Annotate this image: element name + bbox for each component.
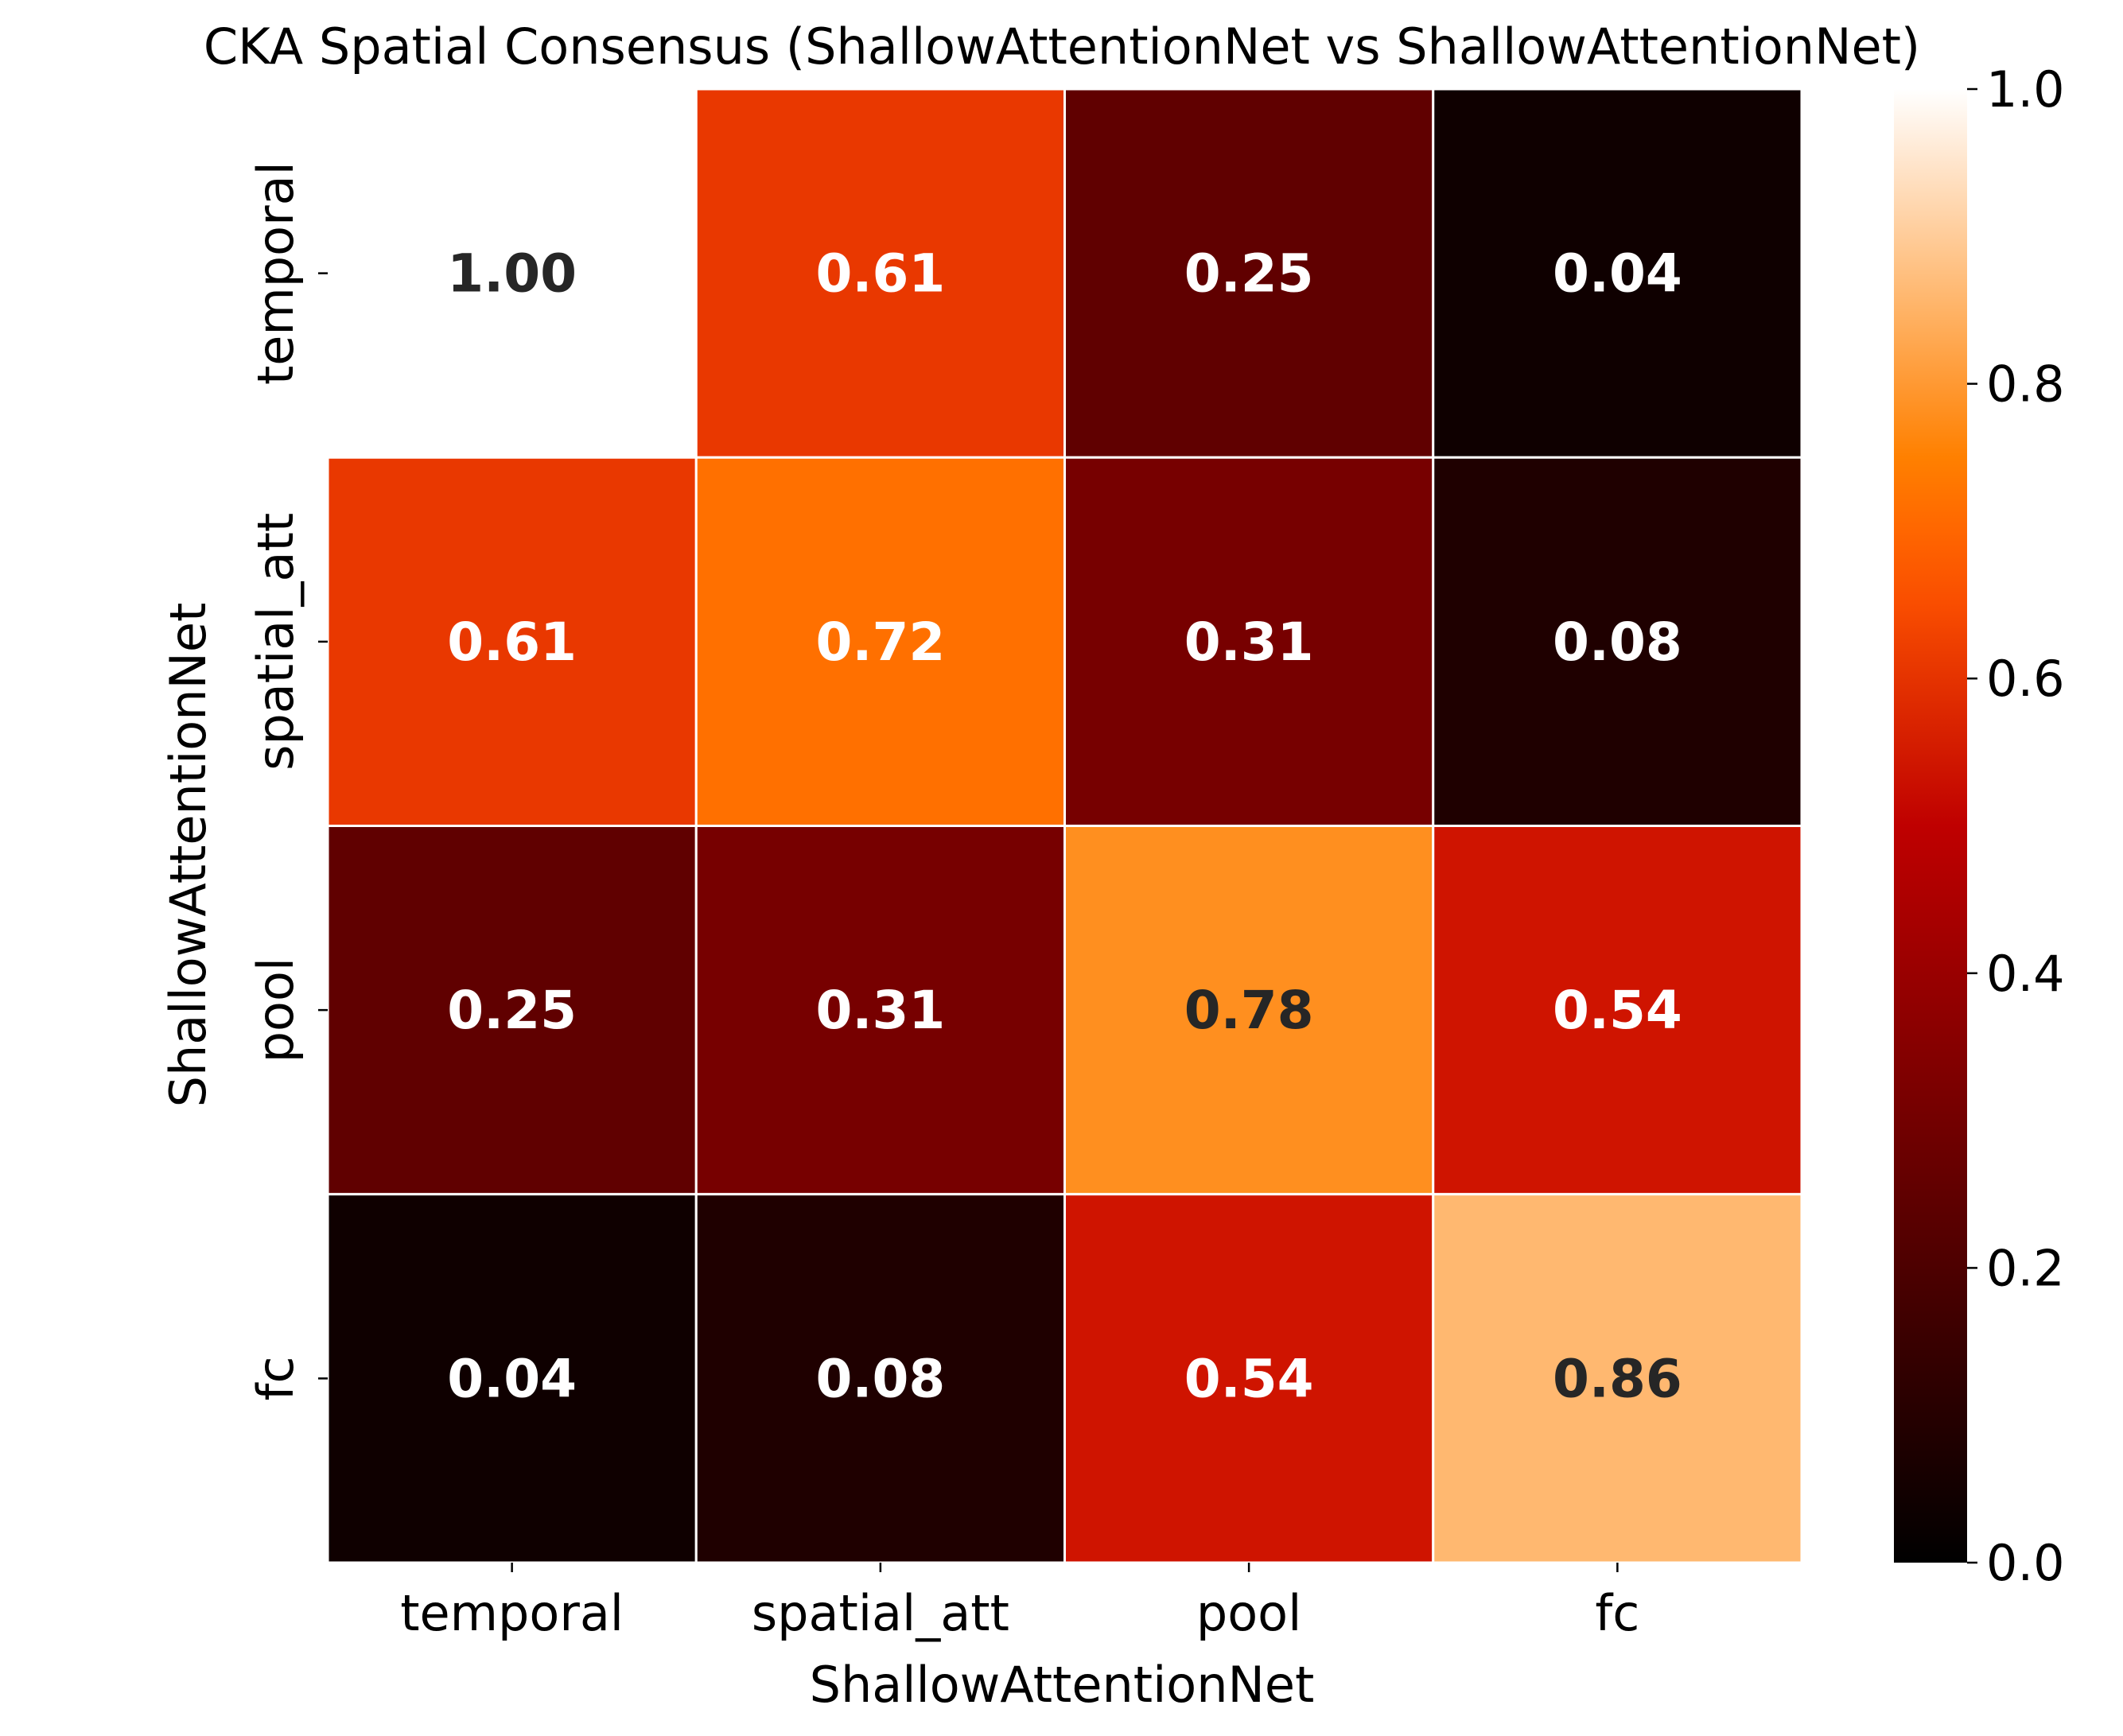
x-tick-label: temporal bbox=[400, 1584, 624, 1642]
x-tick-label: pool bbox=[1196, 1584, 1301, 1642]
cell-annotation: 0.78 bbox=[1184, 980, 1314, 1041]
heatmap-cell bbox=[326, 1193, 698, 1564]
colorbar-tick-label: 0.2 bbox=[1986, 1239, 2065, 1297]
cell-annotation: 0.54 bbox=[1553, 980, 1682, 1041]
chart-title: CKA Spatial Consensus (ShallowAttentionN… bbox=[204, 17, 1920, 76]
cell-annotation: 0.08 bbox=[815, 1348, 945, 1409]
heatmap-cell bbox=[1063, 456, 1435, 827]
x-tick-label: spatial_att bbox=[752, 1584, 1009, 1642]
cell-annotation: 0.04 bbox=[447, 1348, 577, 1409]
heatmap-cell bbox=[694, 456, 1066, 827]
y-axis-label: ShallowAttentionNet bbox=[159, 603, 217, 1108]
heatmap-cell bbox=[326, 456, 698, 827]
colorbar-tick-label: 0.8 bbox=[1986, 355, 2065, 414]
heatmap-cell bbox=[1432, 825, 1803, 1196]
cell-annotation: 0.08 bbox=[1553, 612, 1682, 673]
heatmap-cell bbox=[1432, 87, 1803, 459]
cell-annotation: 0.31 bbox=[815, 980, 945, 1041]
x-tick-label: fc bbox=[1595, 1584, 1639, 1642]
cell-annotation: 0.31 bbox=[1184, 612, 1314, 673]
cell-annotation: 0.86 bbox=[1553, 1348, 1682, 1409]
heatmap-cells bbox=[326, 87, 1803, 1564]
heatmap-cell bbox=[1063, 1193, 1435, 1564]
colorbar: 0.0 0.2 0.4 0.6 0.8 1.0 bbox=[1894, 60, 2065, 1592]
cell-annotation: 0.04 bbox=[1553, 243, 1682, 305]
cell-annotation: 0.72 bbox=[815, 612, 945, 673]
cell-annotations: 1.00 0.61 0.25 0.04 0.61 0.72 0.31 0.08 0.25 0.31… bbox=[447, 243, 1682, 1410]
colorbar-tick-label: 0.4 bbox=[1986, 945, 2065, 1003]
x-axis-ticks: temporal spatial_att pool fc bbox=[400, 1563, 1639, 1642]
colorbar-tick-label: 0.0 bbox=[1986, 1534, 2065, 1592]
colorbar-tick-label: 0.6 bbox=[1986, 650, 2065, 708]
heatmap-cell bbox=[694, 87, 1066, 459]
cell-annotation: 0.25 bbox=[447, 980, 577, 1041]
y-tick-label: temporal bbox=[247, 161, 305, 385]
cell-annotation: 1.00 bbox=[447, 243, 577, 305]
y-tick-label: spatial_att bbox=[247, 513, 305, 771]
cell-annotation: 0.61 bbox=[447, 612, 577, 673]
cell-annotation: 0.61 bbox=[815, 243, 945, 305]
colorbar-gradient bbox=[1894, 89, 1967, 1563]
heatmap-cell bbox=[694, 1193, 1066, 1564]
cell-annotation: 0.54 bbox=[1184, 1348, 1314, 1409]
y-tick-label: pool bbox=[247, 957, 305, 1062]
heatmap-cell bbox=[326, 87, 698, 459]
colorbar-tick-label: 1.0 bbox=[1986, 60, 2065, 118]
y-tick-label: fc bbox=[247, 1356, 305, 1400]
cell-annotation: 0.25 bbox=[1184, 243, 1314, 305]
heatmap-cell bbox=[1063, 87, 1435, 459]
heatmap-cell bbox=[1432, 456, 1803, 827]
heatmap-cell bbox=[694, 825, 1066, 1196]
x-axis-label: ShallowAttentionNet bbox=[810, 1656, 1315, 1714]
heatmap-cell bbox=[1432, 1193, 1803, 1564]
